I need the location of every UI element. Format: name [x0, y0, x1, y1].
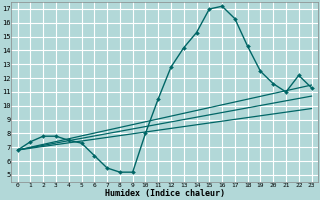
- X-axis label: Humidex (Indice chaleur): Humidex (Indice chaleur): [105, 189, 225, 198]
